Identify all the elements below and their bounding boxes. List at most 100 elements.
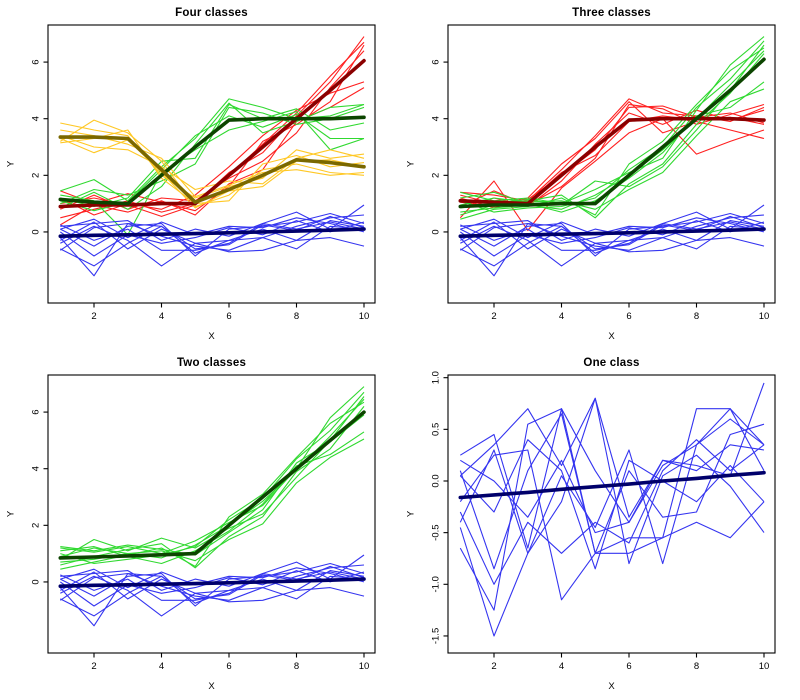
- class-red-trajectory-line: [460, 109, 765, 209]
- y-tick-label: 6: [431, 59, 442, 64]
- class-blue-trajectory-line: [459, 439, 765, 570]
- class-red-mean-line: [58, 58, 366, 209]
- class-blue-trajectory-line: [459, 449, 765, 601]
- panel-title: Two classes: [176, 357, 247, 369]
- class-blue-mean-line: [458, 227, 766, 238]
- class-green-mean-line: [58, 410, 366, 560]
- plot-box: [47, 374, 376, 654]
- class-green-trajectory-line: [60, 391, 365, 565]
- x-tick-label: 6: [626, 661, 631, 672]
- panel-title: Four classes: [175, 7, 248, 19]
- class-red-trajectory-line: [460, 115, 765, 208]
- y-tick-label: 2: [31, 173, 42, 178]
- class-blue-mean-line: [58, 227, 366, 238]
- x-tick-label: 2: [91, 661, 96, 672]
- class-gold-trajectory-line: [60, 135, 365, 191]
- two-classes-chart: 2 4 6 8 10 0 2 4 6: [31, 374, 376, 672]
- class-blue-trajectory-line: [459, 439, 765, 585]
- x-tick-label: 8: [294, 661, 299, 672]
- x-tick-label: 10: [359, 661, 370, 672]
- y-tick-label: 0: [31, 229, 42, 234]
- x-axis-label: X: [608, 331, 615, 342]
- panel-title: Three classes: [572, 7, 651, 19]
- class-blue-trajectory-line: [459, 215, 765, 251]
- class-green-trajectory-line: [60, 102, 365, 210]
- class-blue-trajectory-line: [459, 413, 765, 570]
- y-tick-label: 4: [431, 116, 442, 121]
- y-axis-label: Y: [5, 160, 17, 168]
- panel-four-classes: 2 4 6 8 10 0 2 4 6 Four classes X Y: [0, 0, 400, 350]
- x-tick-label: 4: [559, 661, 564, 672]
- one-class-chart: 2 4 6 8 10 -1.5 -1.0 -0.5 0.0 0.5 1.0: [431, 371, 776, 672]
- y-tick-label: 0.5: [431, 423, 442, 436]
- y-tick-label: 2: [31, 523, 42, 528]
- y-tick-label: 0: [431, 229, 442, 234]
- class-green-mean-line: [458, 57, 766, 209]
- panel-one-class: 2 4 6 8 10 -1.5 -1.0 -0.5 0.0 0.5 1.0 One class X …: [400, 350, 800, 700]
- class-blue-trajectory-line: [459, 408, 765, 611]
- y-tick-label: 0: [31, 579, 42, 584]
- y-tick-label: -1.0: [431, 576, 442, 592]
- x-tick-label: 6: [626, 311, 631, 322]
- x-axis-label: X: [208, 331, 215, 342]
- class-green-trajectory-line: [60, 438, 365, 562]
- y-axis-label: Y: [405, 160, 417, 168]
- plot-box: [447, 374, 776, 654]
- plot-box: [447, 24, 776, 304]
- class-green-trajectory-line: [460, 40, 765, 213]
- class-blue-trajectory-line: [59, 565, 365, 601]
- x-tick-label: 10: [359, 311, 370, 322]
- class-blue-trajectory-line: [59, 215, 365, 251]
- y-axis-label: Y: [5, 510, 17, 518]
- class-blue-trajectory-line: [460, 408, 765, 549]
- y-tick-label: 6: [31, 59, 42, 64]
- x-tick-label: 2: [491, 661, 496, 672]
- y-tick-label: 2: [431, 173, 442, 178]
- class-gold-mean-line: [58, 135, 366, 204]
- x-tick-label: 8: [694, 661, 699, 672]
- plot-box: [47, 24, 376, 304]
- y-tick-label: 4: [31, 466, 42, 471]
- y-tick-label: 4: [31, 116, 42, 121]
- panel-title: One class: [583, 357, 640, 369]
- class-blue-trajectory-line: [459, 222, 765, 277]
- y-axis-label: Y: [405, 510, 417, 518]
- y-tick-label: -0.5: [431, 524, 442, 540]
- class-gold-trajectory-line: [60, 119, 365, 208]
- class-blue-mean-line: [58, 577, 366, 588]
- class-blue-mean-line: [458, 470, 766, 500]
- panel-two-classes: 2 4 6 8 10 0 2 4 6 Two classes X Y: [0, 350, 400, 700]
- class-green-trajectory-line: [60, 386, 365, 555]
- class-green-mean-line: [58, 115, 366, 206]
- y-tick-label: -1.5: [431, 628, 442, 644]
- x-tick-label: 6: [226, 661, 231, 672]
- x-tick-label: 10: [759, 661, 770, 672]
- class-blue-trajectory-line: [59, 572, 365, 627]
- four-classes-chart: 2 4 6 8 10 0 2 4 6: [31, 24, 376, 322]
- x-tick-label: 10: [759, 311, 770, 322]
- x-tick-label: 4: [159, 311, 164, 322]
- class-blue-trajectory-line: [459, 397, 765, 565]
- class-red-mean-line: [458, 116, 766, 206]
- y-tick-label: 0.0: [431, 474, 442, 487]
- x-tick-label: 8: [294, 311, 299, 322]
- x-tick-label: 8: [694, 311, 699, 322]
- x-tick-label: 2: [491, 311, 496, 322]
- class-blue-trajectory-line: [459, 418, 765, 637]
- class-blue-trajectory-line: [460, 444, 765, 534]
- class-red-trajectory-line: [60, 44, 365, 212]
- class-blue-trajectory-line: [59, 222, 365, 277]
- class-red-trajectory-line: [60, 81, 365, 216]
- class-green-trajectory-line: [60, 406, 365, 569]
- three-classes-chart: 2 4 6 8 10 0 2 4 6: [431, 24, 776, 322]
- y-tick-label: 6: [31, 409, 42, 414]
- x-tick-label: 2: [91, 311, 96, 322]
- x-tick-label: 4: [159, 661, 164, 672]
- x-axis-label: X: [208, 681, 215, 692]
- x-tick-label: 6: [226, 311, 231, 322]
- class-green-trajectory-line: [60, 111, 365, 236]
- panel-three-classes: 2 4 6 8 10 0 2 4 6 Three classes X Y: [400, 0, 800, 350]
- y-tick-label: 1.0: [431, 371, 442, 384]
- x-axis-label: X: [608, 681, 615, 692]
